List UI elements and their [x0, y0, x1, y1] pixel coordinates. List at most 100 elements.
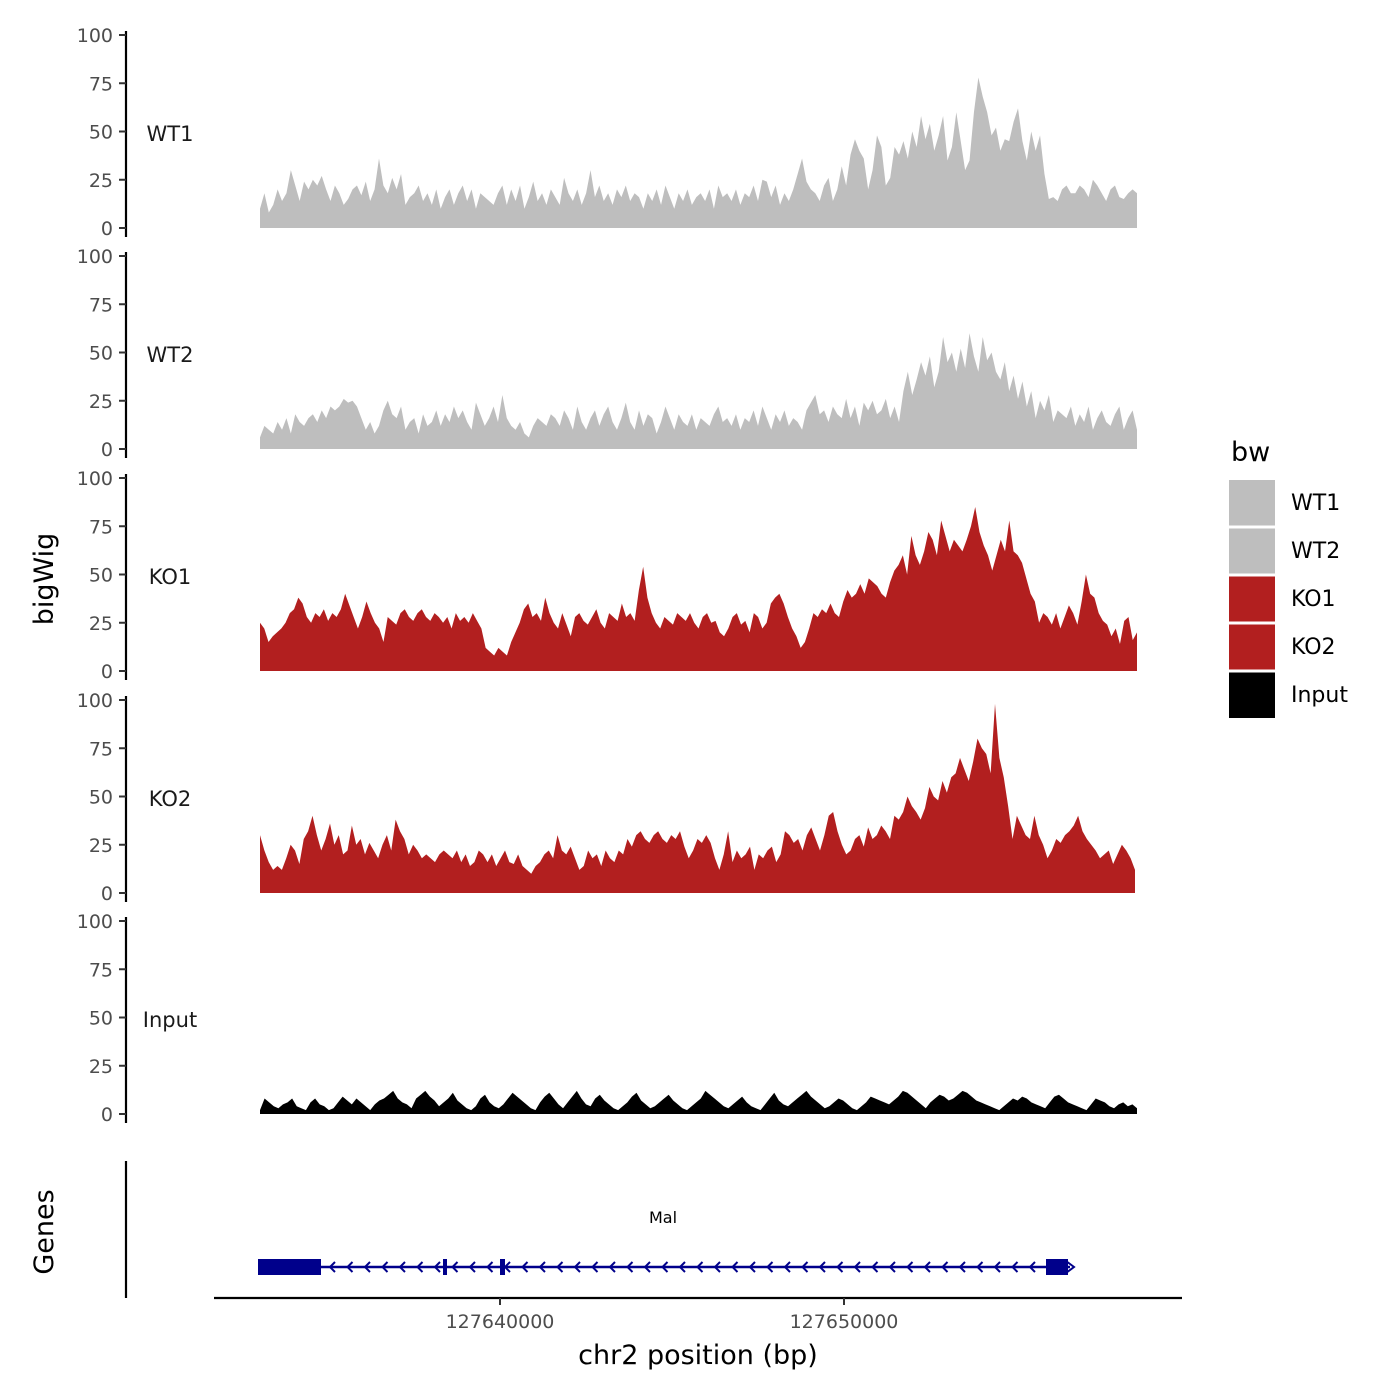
strand-arrow [958, 1261, 966, 1273]
legend-key-ko2 [1229, 624, 1275, 670]
track-label-wt1: WT1 [147, 122, 194, 146]
strand-arrow [801, 1261, 809, 1273]
strand-arrow [486, 1261, 494, 1273]
legend-key-ko1 [1229, 576, 1275, 622]
strand-arrow [853, 1261, 861, 1273]
strand-arrow [643, 1261, 651, 1273]
area-input [260, 1090, 1137, 1114]
strand-arrow [608, 1261, 616, 1273]
strand-arrow [398, 1261, 406, 1273]
track-label-wt2: WT2 [147, 343, 194, 367]
area-wt1 [260, 77, 1137, 229]
strand-arrow [626, 1261, 634, 1273]
y-tick-label: 50 [89, 1008, 113, 1030]
track-ko2: 0 25 50 75 100 KO2 [77, 690, 1135, 905]
y-tick-label: 25 [89, 1056, 113, 1078]
strand-arrow [433, 1261, 441, 1273]
y-tick-label: 75 [89, 738, 113, 760]
y-tick-label: 50 [89, 565, 113, 587]
track-label-ko1: KO1 [149, 565, 192, 589]
strand-arrow [888, 1261, 896, 1273]
legend: bw WT1 WT2 KO1 KO2 Input [1229, 437, 1348, 718]
strand-arrow [451, 1261, 459, 1273]
y-tick-label: 0 [101, 883, 113, 905]
area-wt2 [260, 333, 1137, 449]
strand-arrow [783, 1261, 791, 1273]
track-ko1: 0 25 50 75 100 KO1 [77, 468, 1137, 683]
track-wt2: 0 25 50 75 100 WT2 [77, 246, 1137, 461]
strand-arrow [993, 1261, 1001, 1273]
strand-arrow [976, 1261, 984, 1273]
legend-label-wt2: WT2 [1291, 539, 1340, 564]
y-tick-label: 0 [101, 1104, 113, 1126]
strand-arrow [661, 1261, 669, 1273]
y-tick-label: 0 [101, 439, 113, 461]
bigwig-tracks: 0 25 50 75 100 WT1 0 25 50 75 100 WT2 0 25 50 75 100 KO1 0… [77, 25, 1137, 1126]
legend-key-input [1229, 672, 1275, 718]
legend-label-ko1: KO1 [1291, 587, 1336, 612]
track-label-input: Input [143, 1008, 197, 1032]
strand-arrow [871, 1261, 879, 1273]
genes-panel: Mal [124, 1161, 1076, 1298]
strand-arrow [923, 1261, 931, 1273]
strand-arrow [328, 1261, 336, 1273]
area-ko2 [260, 703, 1135, 893]
strand-arrow [836, 1261, 844, 1273]
area-ko1 [260, 506, 1137, 671]
genes-axis-title: Genes [29, 1189, 60, 1274]
y-axis-title: bigWig [29, 533, 60, 626]
x-axis-title: chr2 position (bp) [578, 1340, 818, 1371]
y-tick-label: 100 [77, 690, 113, 712]
strand-arrow [713, 1261, 721, 1273]
strand-arrow [591, 1261, 599, 1273]
legend-key-wt1 [1229, 480, 1275, 526]
gene-name-label: Mal [649, 1208, 677, 1227]
legend-key-wt2 [1229, 528, 1275, 574]
track-label-ko2: KO2 [149, 787, 192, 811]
legend-label-input: Input [1291, 683, 1348, 708]
strand-arrow [538, 1261, 546, 1273]
strand-arrow [731, 1261, 739, 1273]
gene-exon [443, 1259, 447, 1275]
strand-arrow [416, 1261, 424, 1273]
strand-arrow [521, 1261, 529, 1273]
y-tick-label: 75 [89, 294, 113, 316]
y-tick-label: 0 [101, 661, 113, 683]
track-wt1: 0 25 50 75 100 WT1 [77, 25, 1137, 240]
gene-end-cap [1065, 1260, 1076, 1274]
strand-arrow [573, 1261, 581, 1273]
gene-exon [1046, 1259, 1068, 1275]
strand-arrow [1028, 1261, 1036, 1273]
y-tick-label: 100 [77, 246, 113, 268]
strand-arrow [363, 1261, 371, 1273]
strand-arrow [346, 1261, 354, 1273]
y-tick-label: 50 [89, 122, 113, 144]
legend-label-wt1: WT1 [1291, 491, 1340, 516]
x-tick-label: 127650000 [790, 1311, 899, 1333]
strand-arrow [556, 1261, 564, 1273]
y-tick-label: 75 [89, 73, 113, 95]
strand-arrow [468, 1261, 476, 1273]
strand-arrow [941, 1261, 949, 1273]
y-tick-label: 50 [89, 343, 113, 365]
gene-exon [500, 1259, 505, 1275]
strand-arrow [906, 1261, 914, 1273]
legend-title: bw [1231, 437, 1270, 468]
y-tick-label: 75 [89, 516, 113, 538]
strand-arrow [1011, 1261, 1019, 1273]
x-axis: 127640000 127650000 [214, 1296, 1182, 1333]
y-tick-label: 100 [77, 468, 113, 490]
strand-arrow [696, 1261, 704, 1273]
y-tick-label: 75 [89, 959, 113, 981]
strand-arrow [818, 1261, 826, 1273]
y-tick-label: 0 [101, 218, 113, 240]
track-input: 0 25 50 75 100 Input [77, 911, 1137, 1126]
strand-arrow [381, 1261, 389, 1273]
y-tick-label: 100 [77, 25, 113, 47]
strand-arrow [766, 1261, 774, 1273]
y-tick-label: 25 [89, 391, 113, 413]
legend-label-ko2: KO2 [1291, 635, 1336, 660]
x-tick-label: 127640000 [446, 1311, 555, 1333]
y-tick-label: 25 [89, 170, 113, 192]
